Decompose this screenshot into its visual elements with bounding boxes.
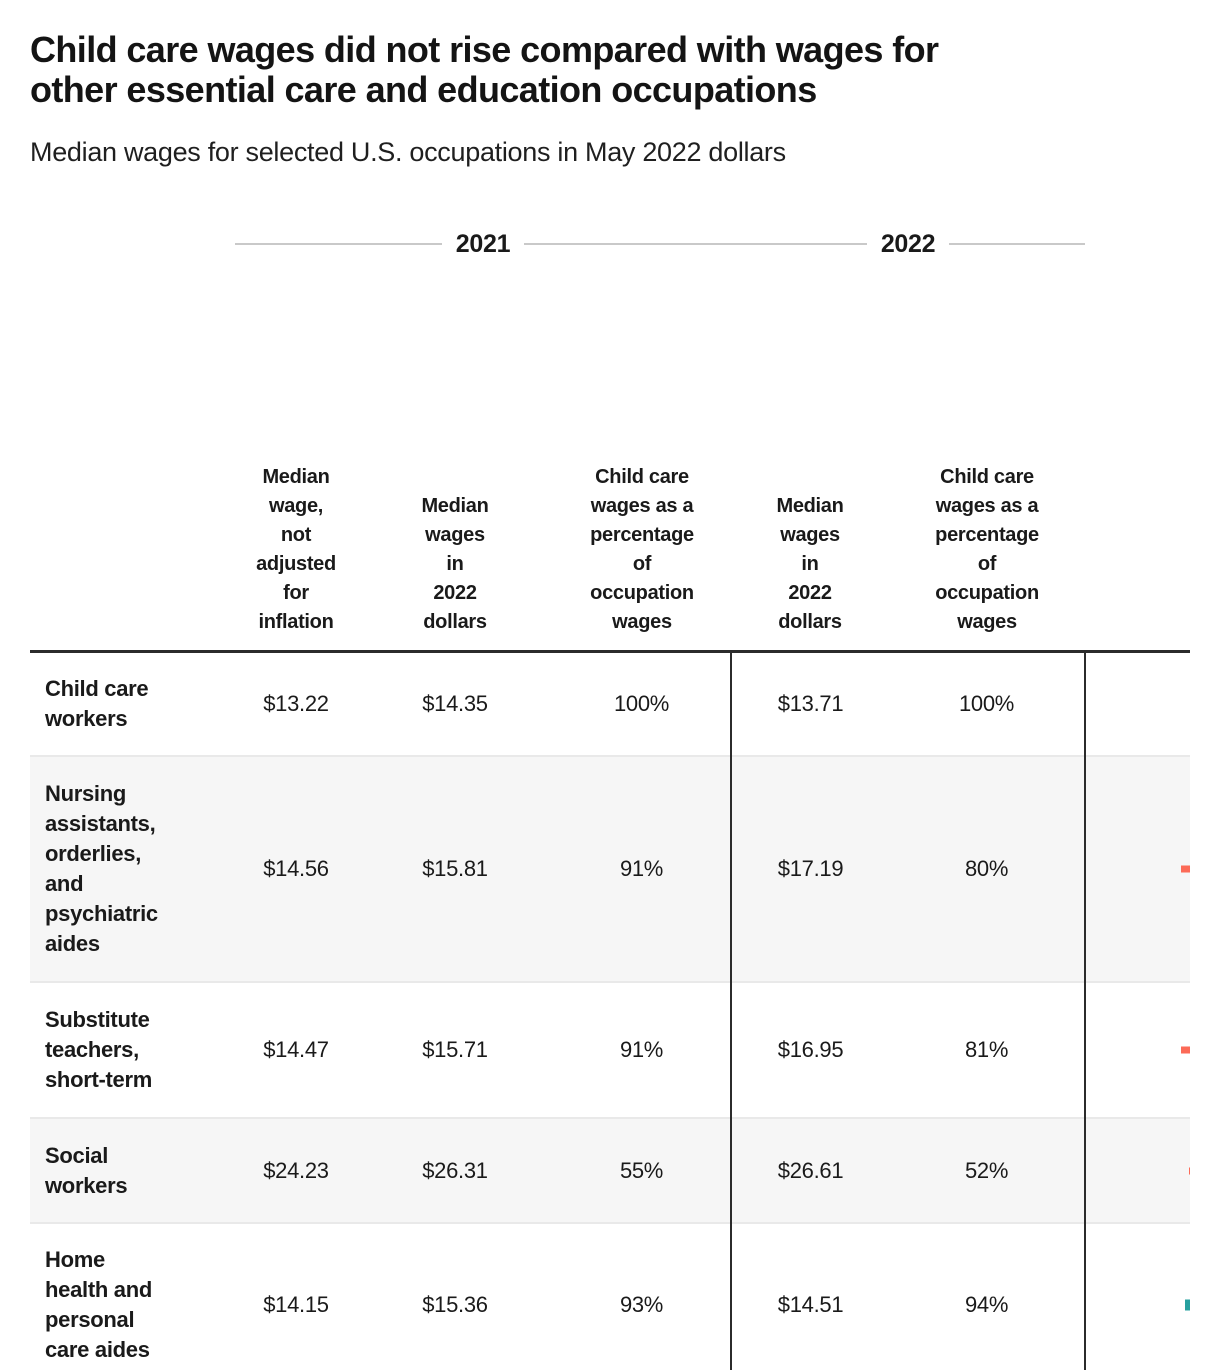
column-header-childcare-pct-2022: Child care wages as a percentage of occu… — [889, 260, 1086, 653]
table-row-substitute-teachers: Substitute teachers, short-term $14.47 $… — [30, 981, 1190, 1118]
group-2021: 2021 — [235, 229, 732, 259]
cell-value: $13.22 — [263, 691, 329, 716]
cell-value: 80% — [889, 755, 1086, 982]
occupation-label: Child care workers — [45, 676, 149, 731]
group-2021-cell: 2021 — [235, 228, 732, 260]
cell-value: $26.61 — [730, 1117, 890, 1223]
table-row-home-health-aides: Home health and personal care aides $14.… — [30, 1222, 1190, 1370]
cell-value: 93% — [553, 1222, 732, 1370]
group-divider-line — [235, 243, 442, 245]
cell-value: $15.36 — [357, 1222, 553, 1370]
column-header-median-wages-2022: Median wages in 2022 dollars — [731, 260, 890, 653]
page-title: Child care wages did not rise compared w… — [30, 29, 939, 110]
cell-value: $26.31 — [357, 1117, 553, 1223]
column-header-childcare-pct-2021: Child care wages as a percentage of occu… — [553, 260, 732, 653]
truncated-header-fragments: Cha re compe of ch w — [1085, 289, 1190, 608]
positive-change-marker — [1185, 1299, 1190, 1311]
group-2022-label: 2022 — [880, 229, 936, 258]
cell-value: $16.95 — [730, 981, 890, 1118]
cell-value: $15.81 — [357, 755, 553, 982]
change-cell — [1084, 755, 1190, 982]
group-spacer — [1085, 228, 1190, 260]
column-header-change-truncated: Cha re compe of ch w — [1085, 260, 1190, 653]
group-2022: 2022 — [731, 229, 1086, 259]
negative-change-marker — [1181, 865, 1190, 873]
occupation-label: Nursing assistants, orderlies, and psych… — [30, 755, 235, 982]
cell-value: $14.15 — [235, 1222, 357, 1370]
cell-value: $24.23 — [235, 1117, 357, 1223]
group-divider-line — [731, 243, 867, 245]
cell-value: 100% — [958, 691, 1015, 716]
cell-value: $14.56 — [235, 755, 357, 982]
group-divider-line — [524, 243, 732, 245]
negative-change-marker — [1189, 1167, 1190, 1174]
occupation-label: Home health and personal care aides — [30, 1222, 235, 1370]
change-cell — [1084, 1117, 1190, 1223]
group-2022-cell: 2022 — [731, 228, 1086, 260]
cell-value: $13.71 — [730, 651, 890, 756]
page-subtitle: Median wages for selected U.S. occupatio… — [30, 137, 786, 167]
table-row-child-care-workers: Child care workers $13.22 $14.35 100% $1… — [30, 651, 1190, 756]
group-spacer — [30, 228, 235, 260]
cell-value: 91% — [553, 981, 732, 1118]
change-cell — [1084, 1222, 1190, 1370]
cell-value: $14.47 — [235, 981, 357, 1118]
column-header-median-wages-2021: Median wages in 2022 dollars — [357, 260, 553, 653]
cell-value: 91% — [553, 755, 732, 982]
cell-value: $14.51 — [730, 1222, 890, 1370]
cell-value: $15.71 — [357, 981, 553, 1118]
cell-value: 94% — [889, 1222, 1086, 1370]
negative-change-marker — [1181, 1046, 1190, 1054]
cell-value: $14.35 — [422, 691, 488, 716]
table-row-nursing-assistants: Nursing assistants, orderlies, and psych… — [30, 755, 1190, 982]
table-row-social-workers: Social workers $24.23 $26.31 55% $26.61 … — [30, 1117, 1190, 1223]
occupation-label: Substitute teachers, short-term — [30, 981, 235, 1118]
column-header-median-wage-unadjusted: Median wage, not adjusted for inflation — [235, 260, 357, 653]
change-cell — [1084, 981, 1190, 1118]
column-header-occupation — [30, 260, 235, 653]
wage-table-clip: 2021 2022 Median wa — [30, 228, 1190, 1370]
cell-value: $17.19 — [730, 755, 890, 982]
cell-value: 81% — [889, 981, 1086, 1118]
cell-value: 55% — [553, 1117, 732, 1223]
change-cell — [1084, 651, 1190, 756]
occupation-label: Social workers — [30, 1117, 235, 1223]
group-divider-line — [949, 243, 1086, 245]
wage-table: 2021 2022 Median wa — [30, 228, 1190, 1370]
group-2021-label: 2021 — [455, 229, 511, 258]
year-group-row: 2021 2022 — [30, 228, 1190, 260]
cell-value: 52% — [889, 1117, 1086, 1223]
cell-value: 100% — [613, 691, 670, 716]
column-header-row: Median wage, not adjusted for inflation … — [30, 260, 1190, 653]
